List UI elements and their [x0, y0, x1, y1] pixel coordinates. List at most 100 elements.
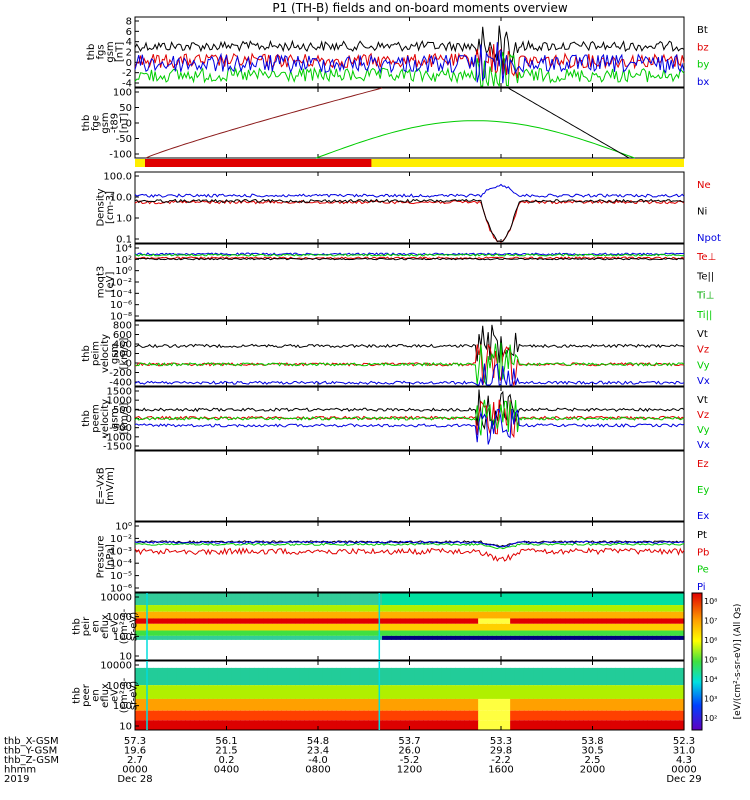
spectro-cell: [345, 611, 351, 619]
spectro-cell: [615, 698, 621, 711]
spectro-cell: [148, 698, 154, 711]
spectro-cell: [327, 630, 333, 636]
y-tick-label: 1000: [107, 612, 132, 623]
spectro-cell: [272, 623, 278, 631]
spectro-cell: [601, 630, 607, 636]
y-tick-label: 10²: [115, 255, 132, 266]
spectro-cell: [185, 667, 191, 686]
xaxis-value: Dec 28: [117, 774, 152, 785]
spectro-cell: [363, 667, 369, 686]
spectro-cell: [482, 605, 488, 612]
spectro-cell: [345, 720, 351, 730]
spectro-cell: [308, 618, 315, 624]
spectro-cell: [528, 618, 534, 624]
xaxis-value: 52.3: [673, 736, 695, 747]
spectro-cell: [199, 710, 205, 721]
spectro-cell: [167, 618, 173, 624]
spectro-cell: [368, 720, 374, 730]
spectro-cell: [478, 605, 484, 612]
spectro-cell: [276, 618, 282, 624]
spectro-cell: [427, 710, 433, 721]
spectro-cell: [610, 635, 616, 640]
spectro-cell: [418, 710, 424, 721]
spectro-cell: [478, 611, 484, 619]
spectro-cell: [285, 593, 292, 606]
spectro-cell: [624, 630, 630, 636]
spectro-cell: [395, 661, 401, 668]
spectro-cell: [363, 710, 369, 721]
spectro-cell: [592, 611, 598, 619]
spectro-cell: [551, 630, 557, 636]
spectro-cell: [496, 710, 502, 721]
spectro-cell: [606, 720, 612, 730]
spectro-cell: [359, 618, 365, 624]
spectro-cell: [363, 605, 369, 612]
spectro-cell: [523, 593, 530, 606]
spectro-cell: [633, 667, 639, 686]
spectro-cell: [258, 605, 264, 612]
xaxis-value: 1200: [397, 765, 422, 776]
xaxis-value: 2.5: [585, 755, 601, 766]
spectro-cell: [253, 623, 260, 631]
spectro-cell: [523, 667, 530, 686]
spectro-cell: [263, 593, 269, 606]
legend-label-Ti||: Ti||: [696, 310, 712, 321]
spectro-cell: [153, 661, 159, 668]
spectro-cell: [441, 667, 447, 686]
xaxis-row-label: thb_Y-GSM: [4, 746, 57, 757]
spectro-cell: [624, 710, 630, 721]
spectro-cell: [432, 685, 438, 699]
spectro-cell: [313, 661, 319, 668]
spectro-cell: [468, 623, 475, 631]
spectro-cell: [505, 623, 511, 631]
spectro-cell: [258, 667, 264, 686]
colorbar-label-text: [eV/(cm²-s-sr-eV)] (All Qs): [733, 604, 743, 720]
spectro-cell: [533, 685, 539, 699]
spectro-cell: [523, 618, 530, 624]
spectro-cell: [514, 635, 520, 640]
legend-label-Pt: Pt: [697, 530, 707, 541]
spectro-cell: [372, 618, 379, 624]
spectro-cell: [157, 623, 164, 631]
spectro-cell: [244, 720, 250, 730]
spectro-cell: [565, 720, 571, 730]
spectro-cell: [551, 720, 557, 730]
spectro-cell: [656, 720, 662, 730]
panel-ylabel-line: thb: [86, 44, 97, 61]
spectro-cell: [249, 611, 255, 619]
spectro-cell: [533, 667, 539, 686]
spectro-cell: [569, 710, 575, 721]
spectro-cell: [135, 710, 141, 721]
spectro-cell: [523, 661, 530, 668]
spectro-cell: [638, 630, 644, 636]
spectro-cell: [318, 710, 324, 721]
spectro-cell: [235, 685, 241, 699]
spectro-cell: [217, 635, 223, 640]
spectro-cell: [606, 667, 612, 686]
electron-spectrogram: [135, 661, 685, 730]
spectro-cell: [180, 623, 186, 631]
spectro-cell: [290, 720, 296, 730]
spectro-cell: [359, 710, 365, 721]
spectro-cell: [546, 698, 552, 711]
spectro-cell: [157, 710, 164, 721]
spectro-cell: [235, 710, 241, 721]
spectro-cell: [473, 698, 479, 711]
spectro-cell: [651, 623, 658, 631]
y-tick-label: -1500: [103, 442, 132, 453]
spectro-cell: [651, 698, 658, 711]
spectro-cell: [189, 685, 196, 699]
spectro-cell: [244, 710, 250, 721]
spectro-cell: [651, 593, 658, 606]
spectro-cell: [418, 720, 424, 730]
spectro-cell: [285, 698, 292, 711]
spectro-cell: [441, 720, 447, 730]
spectro-cell: [235, 623, 241, 631]
spectro-cell: [139, 611, 145, 619]
spectro-cell: [624, 611, 630, 619]
spectro-cell: [642, 667, 648, 686]
spectro-cell: [176, 630, 182, 636]
spectro-cell: [272, 685, 278, 699]
spectro-cell: [272, 698, 278, 711]
